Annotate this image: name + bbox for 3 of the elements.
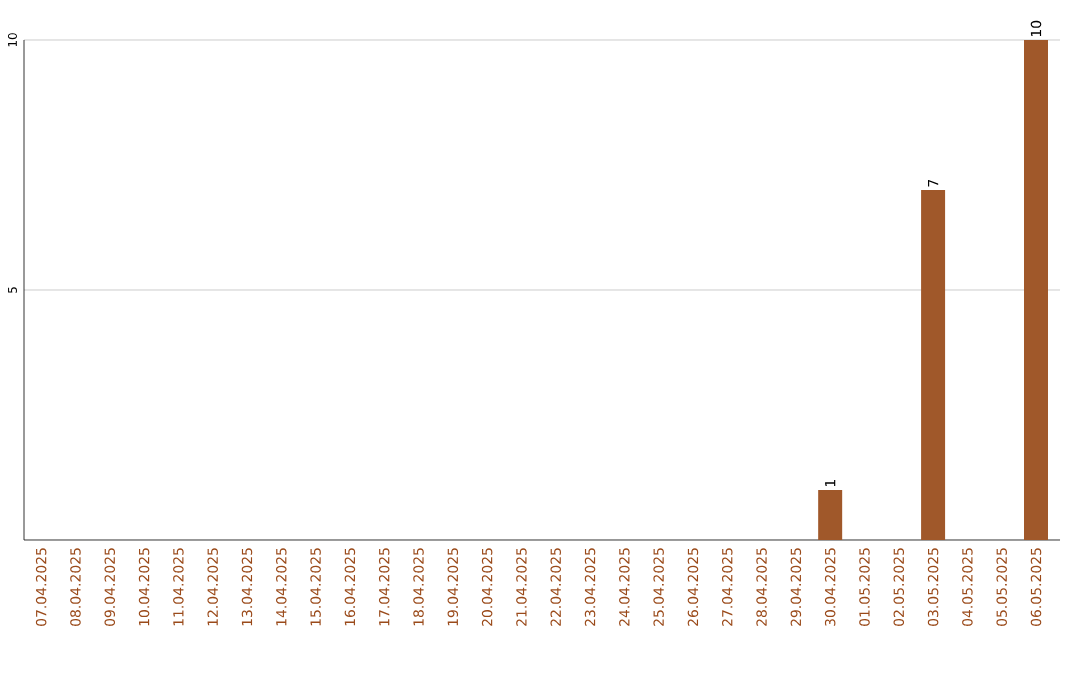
- bar: [921, 189, 946, 540]
- bar: [818, 490, 843, 540]
- bar: [1024, 39, 1048, 540]
